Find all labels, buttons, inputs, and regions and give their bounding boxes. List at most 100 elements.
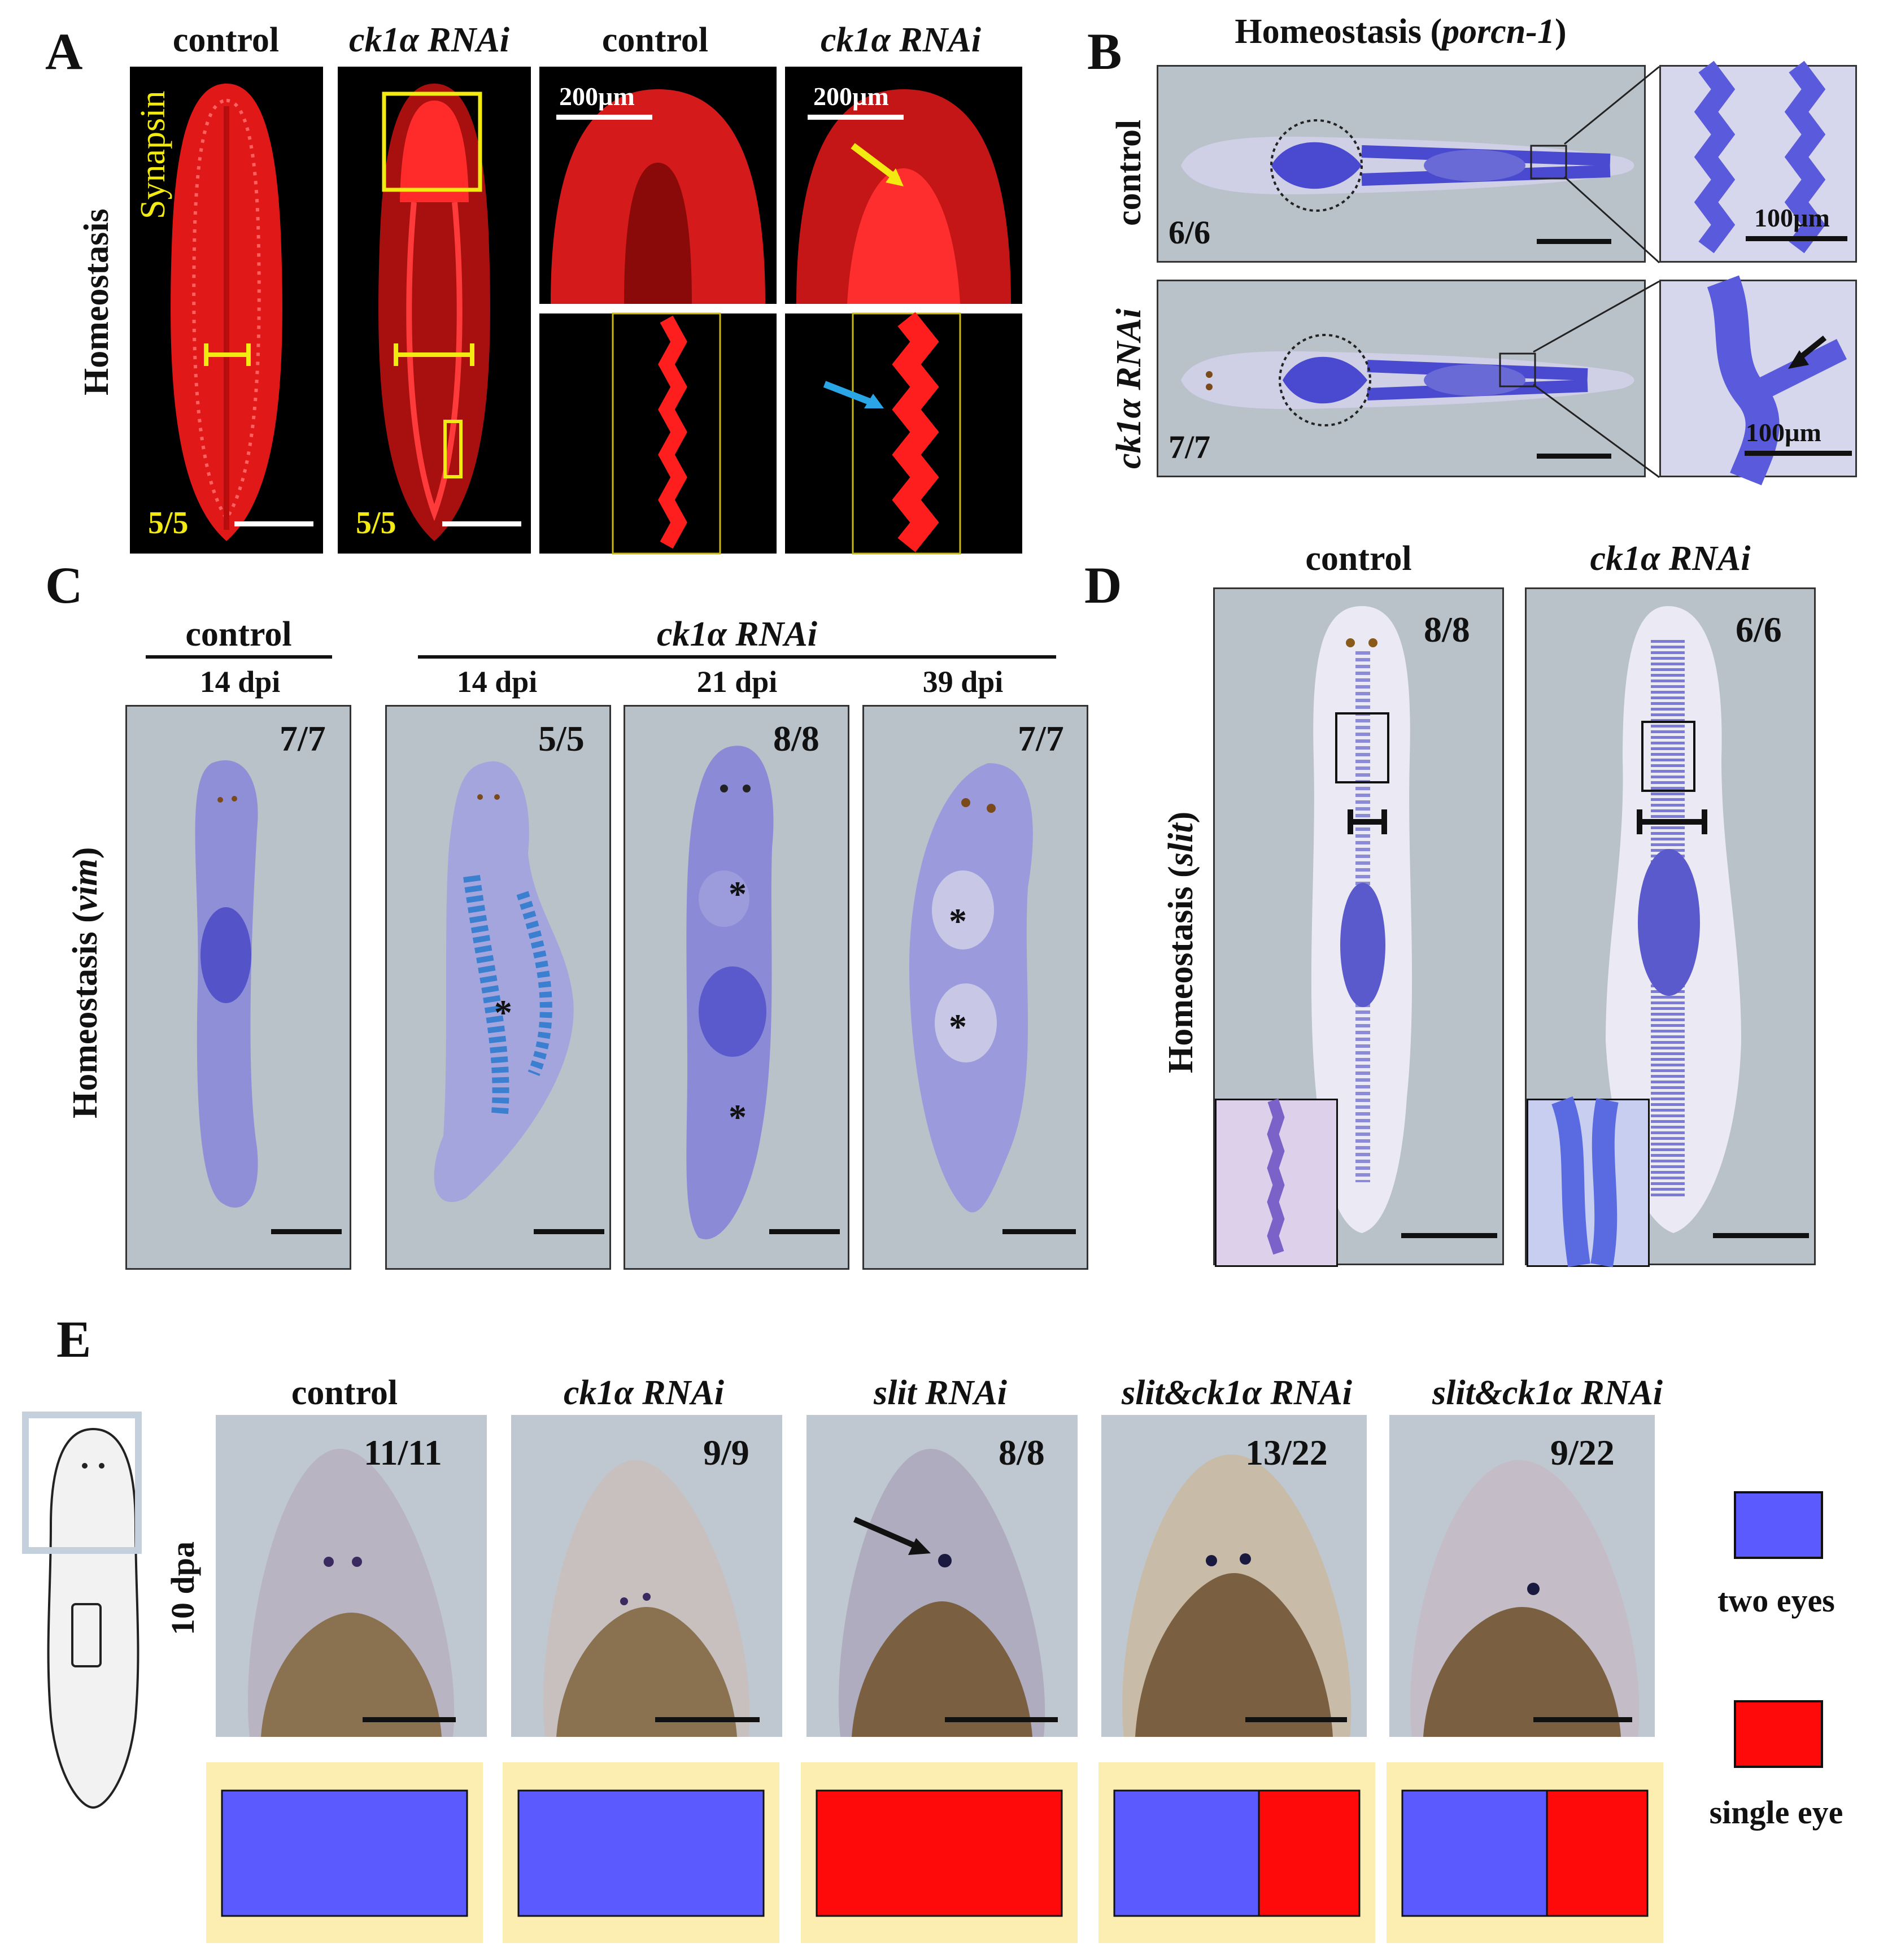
panel-b-count-control: 6/6 <box>1169 214 1211 251</box>
panel-c-group-rnai: ck1α RNAi <box>656 615 818 654</box>
scale-bar <box>655 1717 760 1722</box>
scale-bar <box>808 115 904 120</box>
panel-a-label: A <box>45 23 83 80</box>
scale-bar <box>1537 454 1611 459</box>
panel-a-header-2: ck1α RNAi <box>348 21 510 59</box>
scale-bar <box>1002 1229 1076 1234</box>
panel-d-rnai-image: 6/6 <box>1525 587 1816 1268</box>
panel-e-header-5: slit&ck1α RNAi <box>1432 1374 1663 1412</box>
vim-worm-control <box>195 760 258 1208</box>
panel-a-header-1: control <box>172 21 280 59</box>
panel-c-count-1: 7/7 <box>280 718 326 759</box>
asterisk-marker: * <box>729 874 747 914</box>
panel-e-count-3: 8/8 <box>999 1432 1045 1473</box>
head-control <box>247 1449 455 1737</box>
panel-e-double-single-eye-head: 9/22 <box>1389 1415 1655 1737</box>
panel-e-count-2: 9/9 <box>703 1432 749 1473</box>
asterisk-marker: * <box>949 1007 967 1047</box>
bar-segment-two-eyes <box>1113 1789 1260 1917</box>
panel-b-title: Homeostasis (porcn-1) <box>1158 14 1643 49</box>
panel-d-count-rnai: 6/6 <box>1736 609 1782 650</box>
panel-a-count-rnai: 5/5 <box>356 506 396 541</box>
synapsin-head-control <box>551 89 765 304</box>
scale-bar <box>769 1229 840 1234</box>
slit-inset-rnai <box>1551 1096 1619 1268</box>
scale-bar <box>1537 239 1611 244</box>
vim-worm-rnai-14 <box>434 761 574 1203</box>
panel-b-title-prefix: Homeostasis ( <box>1235 12 1442 51</box>
bar-segment-two-eyes <box>517 1789 765 1917</box>
nerve-cord-control <box>612 312 721 555</box>
worm-schematic <box>22 1412 142 1809</box>
bar-segment-two-eyes <box>1401 1789 1548 1917</box>
head-slit <box>838 1449 1045 1737</box>
panel-e-count-5: 9/22 <box>1550 1432 1615 1473</box>
panel-d-rnai-inset <box>1527 1096 1650 1268</box>
panel-d-control-inset <box>1215 1098 1338 1267</box>
panel-b-title-gene: porcn-1 <box>1442 12 1555 51</box>
scale-bar <box>271 1229 342 1234</box>
panel-a-rnai-nerve-zoom <box>785 312 1022 555</box>
panel-e-slit-head: 8/8 <box>806 1415 1078 1737</box>
panel-c-rnai-39dpi: * * 7/7 <box>862 705 1088 1270</box>
panel-c-label: C <box>45 556 83 614</box>
scale-bar <box>1746 236 1847 241</box>
scale-bar <box>234 521 313 526</box>
panel-e-count-4: 13/22 <box>1245 1432 1328 1473</box>
legend-label-single-eye: single eye <box>1709 1794 1843 1831</box>
scale-text: 200µm <box>813 82 889 111</box>
panel-b-title-suffix: ) <box>1554 12 1567 51</box>
bar-segment-two-eyes <box>221 1789 468 1917</box>
synapsin-worm-rnai <box>378 84 490 541</box>
panel-b-count-rnai: 7/7 <box>1169 429 1211 465</box>
panel-c-group-control: control <box>185 615 292 654</box>
panel-b-control-zoom: 100µm <box>1659 60 1857 263</box>
bar-segment-single-eye <box>816 1789 1063 1917</box>
panel-c-rnai-underline <box>418 655 1056 659</box>
bar-segment-single-eye <box>1546 1789 1649 1917</box>
panel-e-header-3: slit RNAi <box>873 1374 1007 1412</box>
synapsin-head-rnai <box>796 89 1011 304</box>
panel-e-count-1: 11/11 <box>364 1432 442 1473</box>
vim-worm-rnai-39 <box>909 763 1033 1213</box>
slit-inset-control <box>1267 1098 1285 1255</box>
head-double-two-eyes <box>1122 1454 1352 1737</box>
head-double-single-eye <box>1410 1460 1640 1737</box>
panel-d-count-control: 8/8 <box>1424 609 1470 650</box>
panel-a-header-4: ck1α RNAi <box>820 21 982 59</box>
scale-bar <box>534 1229 604 1234</box>
panel-c-timepoint-3: 21 dpi <box>696 665 778 699</box>
asterisk-marker: * <box>729 1097 747 1137</box>
panel-c-timepoint-4: 39 dpi <box>922 665 1004 699</box>
panel-b-rnai-zoom: 100µm <box>1659 275 1857 486</box>
legend-swatch-two-eyes <box>1734 1491 1823 1559</box>
legend-swatch-single-eye <box>1734 1700 1823 1768</box>
vim-worm-rnai-21 <box>686 746 774 1240</box>
panel-a-control-nerve-zoom <box>539 312 777 555</box>
porcn1-worm-rnai <box>1181 334 1634 426</box>
panel-a-rnai-image: 5/5 <box>338 67 531 554</box>
panel-c-count-2: 5/5 <box>538 718 585 759</box>
panel-c-timepoint-1: 14 dpi <box>199 665 281 699</box>
panel-b-rnai-image: 7/7 <box>1157 280 1646 477</box>
panel-e-header-1: control <box>291 1374 398 1412</box>
scale-bar <box>556 115 652 120</box>
panel-e-control-head: 11/11 <box>216 1415 487 1737</box>
panel-e-header-2: ck1α RNAi <box>563 1374 725 1412</box>
scale-bar <box>1401 1233 1497 1238</box>
panel-b-control-image: 6/6 <box>1157 65 1646 263</box>
scale-bar <box>1245 1717 1347 1722</box>
panel-c-timepoint-2: 14 dpi <box>456 665 538 699</box>
slit-worm-control <box>1311 606 1412 1233</box>
scale-text: 200µm <box>559 82 635 111</box>
panel-c-count-3: 8/8 <box>773 718 819 759</box>
panel-a-control-head-zoom: 200µm <box>539 67 777 304</box>
porcn1-zoom-control <box>1694 60 1826 254</box>
scale-bar <box>1713 1233 1809 1238</box>
panel-e-ck1a-head: 9/9 <box>511 1415 782 1737</box>
scale-bar <box>442 521 521 526</box>
panel-d-label: D <box>1084 556 1122 614</box>
panel-d-header-rnai: ck1α RNAi <box>1590 539 1751 578</box>
panel-d-header-control: control <box>1305 539 1412 578</box>
scale-text: 100µm <box>1754 203 1830 232</box>
